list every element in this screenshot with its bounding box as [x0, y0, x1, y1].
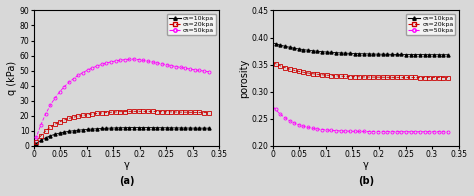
- X-axis label: γ: γ: [124, 160, 129, 170]
- Y-axis label: porosity: porosity: [239, 59, 249, 98]
- Y-axis label: q (kPa): q (kPa): [7, 61, 17, 95]
- Legend: σ₃=10kpa, σ₃=20kpa, σ₃=50kpa: σ₃=10kpa, σ₃=20kpa, σ₃=50kpa: [167, 14, 216, 35]
- Text: (b): (b): [358, 176, 374, 186]
- X-axis label: γ: γ: [363, 160, 369, 170]
- Text: (a): (a): [118, 176, 134, 186]
- Legend: σ₃=10kpa, σ₃=20kpa, σ₃=50kpa: σ₃=10kpa, σ₃=20kpa, σ₃=50kpa: [406, 14, 456, 35]
